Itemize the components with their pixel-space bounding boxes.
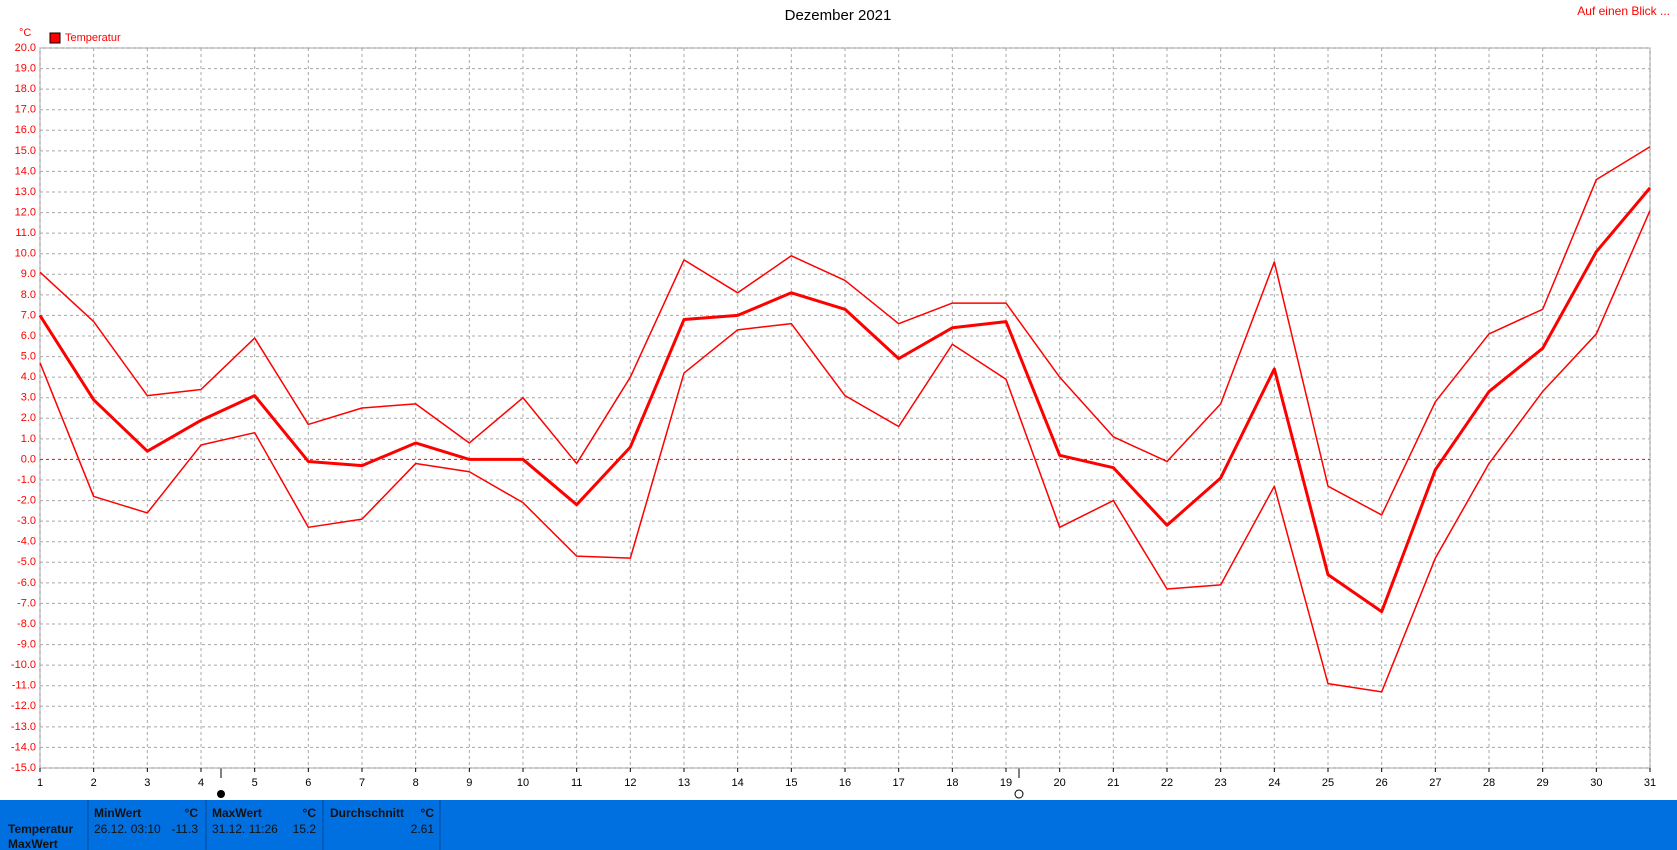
y-tick-label: 15.0 (15, 145, 36, 157)
col-title: MaxWert (212, 806, 262, 820)
stats-panel: Temperatur MaxWert MinWert °C 26.12. 03:… (0, 800, 1677, 850)
x-tick-label: 4 (198, 777, 204, 789)
y-tick-label: 6.0 (21, 330, 36, 342)
x-tick-label: 23 (1215, 777, 1227, 789)
y-tick-label: 4.0 (21, 371, 36, 383)
x-tick-label: 5 (252, 777, 258, 789)
min-time: 26.12. 03:10 (94, 822, 161, 836)
y-tick-label: 7.0 (21, 309, 36, 321)
moon-full-icon (217, 790, 225, 798)
x-tick-label: 13 (678, 777, 690, 789)
y-tick-label: 16.0 (15, 124, 36, 136)
x-tick-label: 29 (1537, 777, 1549, 789)
overview-link[interactable]: Auf einen Blick ... (1577, 4, 1670, 18)
x-tick-label: 6 (305, 777, 311, 789)
col-unit: °C (421, 806, 435, 820)
moon-new-icon (1014, 789, 1024, 799)
y-tick-label: 9.0 (21, 268, 36, 280)
x-tick-label: 27 (1429, 777, 1441, 789)
x-tick-label: 28 (1483, 777, 1495, 789)
y-tick-label: -8.0 (17, 618, 36, 630)
legend-swatch (49, 32, 61, 44)
y-tick-label: -3.0 (17, 515, 36, 527)
y-tick-label: 19.0 (15, 62, 36, 74)
y-tick-label: -2.0 (17, 494, 36, 506)
y-tick-label: 10.0 (15, 248, 36, 260)
y-tick-label: -13.0 (11, 721, 36, 733)
col-unit: °C (303, 806, 317, 820)
y-tick-label: -11.0 (12, 680, 36, 692)
x-tick-label: 14 (732, 777, 744, 789)
y-tick-label: 11.0 (15, 227, 36, 239)
x-tick-label: 17 (893, 777, 905, 789)
x-tick-label: 10 (517, 777, 529, 789)
x-tick-label: 30 (1590, 777, 1602, 789)
col-title: Durchschnitt (330, 806, 404, 820)
y-tick-label: -15.0 (11, 762, 36, 774)
x-tick-label: 1 (37, 777, 43, 789)
y-tick-label: -14.0 (11, 741, 36, 753)
y-tick-label: 2.0 (21, 412, 36, 424)
series-line (39, 210, 1651, 693)
x-tick-label: 26 (1376, 777, 1388, 789)
panel-bg (0, 800, 1677, 850)
x-tick-label: 21 (1107, 777, 1119, 789)
y-tick-label: 17.0 (15, 104, 36, 116)
x-tick-label: 15 (785, 777, 797, 789)
y-tick-label: 14.0 (15, 165, 36, 177)
y-tick-label: 1.0 (21, 433, 36, 445)
x-tick-label: 22 (1161, 777, 1173, 789)
y-tick-label: 0.0 (21, 453, 36, 465)
x-tick-label: 11 (571, 777, 582, 789)
x-tick-label: 8 (413, 777, 419, 789)
chart-title: Dezember 2021 (785, 7, 892, 24)
legend-label: Temperatur (65, 32, 121, 44)
y-tick-label: 20.0 (15, 42, 36, 54)
y-tick-label: 8.0 (21, 289, 36, 301)
max-time: 31.12. 11:26 (212, 822, 278, 836)
row-label: Temperatur (8, 822, 73, 836)
y-unit: °C (19, 27, 31, 39)
x-tick-label: 9 (466, 777, 472, 789)
y-tick-label: -10.0 (11, 659, 36, 671)
y-tick-label: 12.0 (15, 206, 36, 218)
x-tick-label: 25 (1322, 777, 1334, 789)
x-tick-label: 7 (359, 777, 365, 789)
series-line (39, 146, 1651, 516)
y-tick-label: -1.0 (17, 474, 36, 486)
y-tick-label: -7.0 (17, 597, 36, 609)
row-label: MaxWert (8, 837, 58, 850)
y-tick-label: -9.0 (17, 638, 36, 650)
y-tick-label: 3.0 (21, 392, 36, 404)
y-tick-label: -12.0 (11, 700, 36, 712)
avg-value: 2.61 (411, 822, 435, 836)
y-tick-label: -6.0 (17, 577, 36, 589)
col-title: MinWert (94, 806, 141, 820)
x-tick-label: 16 (839, 777, 851, 789)
x-tick-label: 31 (1644, 777, 1656, 789)
y-tick-label: 5.0 (21, 350, 36, 362)
x-tick-label: 2 (91, 777, 97, 789)
col-unit: °C (185, 806, 199, 820)
x-tick-label: 19 (1000, 777, 1012, 789)
x-tick-label: 3 (144, 777, 150, 789)
x-tick-label: 24 (1268, 777, 1280, 789)
x-tick-label: 12 (624, 777, 636, 789)
x-tick-label: 18 (946, 777, 958, 789)
y-tick-label: 13.0 (15, 186, 36, 198)
y-tick-label: -5.0 (17, 556, 36, 568)
series-line (38, 186, 1652, 614)
x-tick-label: 20 (1054, 777, 1066, 789)
min-value: -11.3 (172, 822, 199, 836)
y-tick-label: 18.0 (15, 83, 36, 95)
max-value: 15.2 (293, 822, 317, 836)
y-tick-label: -4.0 (17, 536, 36, 548)
